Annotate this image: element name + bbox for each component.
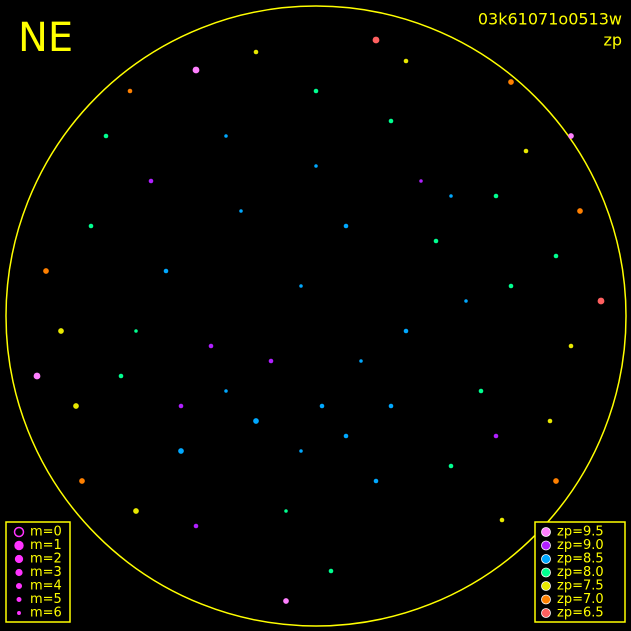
star — [163, 268, 169, 274]
star — [224, 134, 228, 138]
size-legend-marker — [15, 568, 23, 577]
color-legend-marker — [541, 527, 551, 537]
size-legend-marker — [14, 554, 24, 564]
star — [253, 49, 259, 55]
color-legend-marker — [541, 567, 551, 578]
star — [403, 328, 409, 334]
star — [448, 463, 454, 469]
color-legend-marker — [541, 581, 551, 591]
star — [343, 433, 349, 439]
chart-subtitle: 03k61071o0513w — [478, 10, 622, 29]
star — [577, 208, 583, 214]
color-legend-label: zp=7.0 — [557, 592, 604, 607]
star — [372, 36, 380, 44]
color-legend-label: zp=8.0 — [557, 565, 604, 580]
size-legend-label: m=1 — [30, 538, 62, 553]
star — [133, 508, 139, 514]
star — [314, 164, 318, 168]
star — [508, 79, 514, 85]
star — [508, 283, 514, 289]
size-legend-marker — [15, 582, 23, 590]
color-legend-marker — [541, 608, 551, 618]
star — [103, 133, 109, 139]
star — [148, 178, 154, 184]
sky-circle — [5, 5, 627, 627]
star — [58, 328, 64, 334]
star — [523, 148, 529, 154]
star — [178, 403, 184, 409]
star — [343, 223, 349, 229]
color-legend-label: zp=6.5 — [557, 606, 604, 621]
star — [313, 88, 319, 94]
star — [547, 418, 553, 424]
size-legend-marker — [16, 597, 22, 602]
star — [208, 343, 214, 349]
star — [239, 209, 243, 213]
size-legend-label: m=6 — [30, 606, 62, 621]
star — [433, 238, 439, 244]
chart-title: NE — [18, 15, 73, 61]
star — [253, 418, 259, 424]
star — [224, 389, 228, 393]
star — [127, 88, 133, 94]
star — [43, 268, 49, 274]
star — [568, 343, 574, 349]
color-legend-marker — [541, 540, 551, 551]
star — [328, 568, 334, 574]
star — [419, 179, 423, 183]
size-legend-marker — [13, 526, 25, 538]
star — [268, 358, 274, 364]
star — [299, 284, 303, 288]
star — [134, 329, 138, 333]
star — [73, 403, 79, 409]
star — [178, 448, 184, 454]
star — [553, 253, 559, 259]
star — [373, 478, 379, 484]
size-legend-label: m=0 — [30, 525, 62, 540]
size-legend-label: m=5 — [30, 592, 62, 607]
color-legend-label: zp=9.5 — [557, 525, 604, 540]
size-legend-label: m=4 — [30, 579, 62, 594]
size-legend-marker — [14, 540, 24, 551]
star — [79, 478, 85, 484]
color-label: zp — [603, 31, 622, 50]
color-legend-label: zp=8.5 — [557, 552, 604, 567]
star — [193, 523, 199, 529]
star — [403, 58, 409, 64]
color-legend-marker — [541, 554, 551, 564]
star — [388, 118, 394, 124]
star — [449, 194, 453, 198]
star — [597, 297, 605, 305]
color-legend-label: zp=9.0 — [557, 538, 604, 553]
color-legend-marker — [541, 594, 551, 605]
color-legend-label: zp=7.5 — [557, 579, 604, 594]
star — [493, 193, 499, 199]
star — [192, 66, 200, 74]
star — [118, 373, 124, 379]
star — [359, 359, 363, 363]
size-legend-label: m=2 — [30, 552, 62, 567]
star — [568, 133, 574, 139]
size-legend-label: m=3 — [30, 565, 62, 580]
stars — [33, 36, 605, 604]
star — [388, 403, 394, 409]
star — [499, 517, 505, 523]
star — [478, 388, 484, 394]
star — [319, 403, 325, 409]
star — [299, 449, 303, 453]
star — [88, 223, 94, 229]
star — [33, 372, 41, 380]
star — [493, 433, 499, 439]
star — [553, 478, 559, 484]
star — [283, 598, 289, 604]
star — [284, 509, 288, 513]
size-legend-marker — [17, 611, 21, 615]
star — [464, 299, 468, 303]
